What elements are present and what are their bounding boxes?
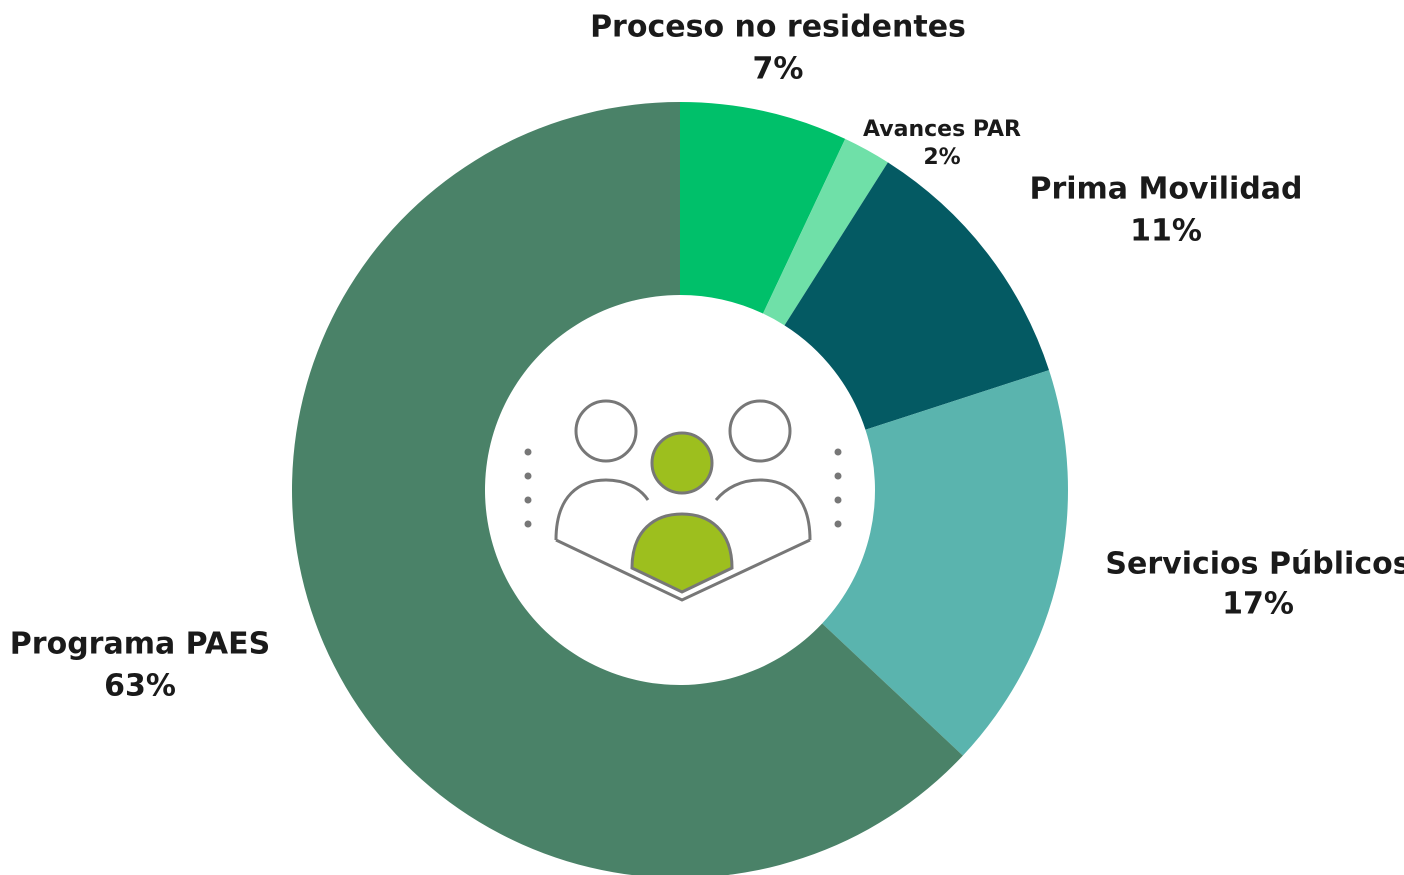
slice xyxy=(822,370,1068,756)
slice-label: Servicios Públicos xyxy=(1105,547,1404,582)
slice xyxy=(680,102,846,314)
slice xyxy=(292,102,963,875)
slice xyxy=(784,162,1050,430)
slice-label: Avances PAR xyxy=(863,117,1021,142)
slice xyxy=(763,138,888,326)
slice-value-label: 11% xyxy=(1130,214,1202,249)
slice-label: Prima Movilidad xyxy=(1029,172,1302,207)
labels: Proceso no residentes 7% Avances PAR 2% Prim… xyxy=(10,10,1404,704)
slice-value-label: 17% xyxy=(1222,587,1294,622)
slice-label: Programa PAES xyxy=(10,627,270,662)
slice-value-label: 63% xyxy=(104,669,176,704)
slice-label: Proceso no residentes xyxy=(590,10,966,45)
slices xyxy=(292,102,1068,875)
slice-value-label: 7% xyxy=(753,52,804,87)
slice-value-label: 2% xyxy=(923,145,960,170)
center-icon xyxy=(524,399,842,602)
